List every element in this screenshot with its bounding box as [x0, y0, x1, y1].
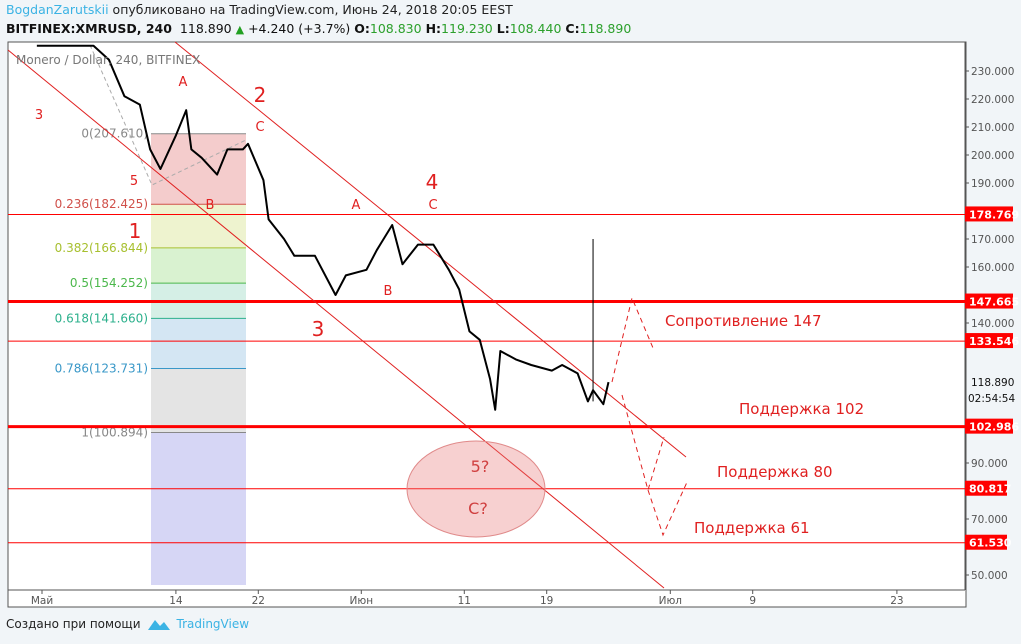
x-tick-label: 19	[540, 595, 553, 607]
last-price-axis-label: 118.890	[971, 377, 1014, 389]
symbol: BITFINEX:XMRUSD, 240	[6, 21, 172, 36]
high-label: H:	[425, 21, 442, 36]
level-price-tag	[965, 206, 1013, 222]
wave-label: B	[384, 284, 393, 299]
y-tick-label: 200.000	[971, 150, 1014, 162]
x-tick-label: 23	[890, 595, 903, 607]
low-value: 108.440	[509, 21, 562, 36]
level-price-tag	[965, 293, 1013, 309]
x-tick-label: 11	[458, 595, 471, 607]
fib-zone	[151, 368, 246, 433]
wave-label: 1	[129, 219, 142, 243]
fib-level-label: 1(100.894)	[81, 425, 148, 439]
tradingview-link[interactable]: TradingView	[176, 617, 250, 631]
level-annotation: Поддержка 61	[694, 519, 810, 537]
level-price-label: 102.986	[969, 421, 1019, 434]
fib-level-label: 0.5(154.252)	[70, 276, 148, 290]
y-tick-label: 170.000	[971, 234, 1014, 246]
created-with: Создано при помощи	[6, 617, 141, 631]
footer: Создано при помощи TradingView	[6, 616, 249, 632]
y-tick-label: 220.000	[971, 94, 1014, 106]
dashed-wave-lines	[89, 44, 247, 186]
wave-label: A	[179, 75, 188, 90]
fib-zone	[151, 247, 246, 284]
level-price-tag	[965, 480, 1007, 496]
wave-label: C	[255, 120, 264, 135]
price-series	[36, 44, 610, 411]
level-annotation: Поддержка 80	[717, 463, 833, 481]
trend-channel[interactable]	[7, 41, 687, 589]
level-price-label: 133.546	[969, 335, 1019, 348]
wave-label: C	[428, 198, 437, 213]
bar-countdown: 02:54:54	[968, 393, 1015, 405]
level-price-label: 147.665	[969, 296, 1019, 309]
wave-label: 5?	[471, 457, 490, 476]
published-text: опубликовано на TradingView.com, Июнь 24…	[112, 2, 513, 17]
fib-level-label: 0(207.610)	[81, 127, 148, 141]
y-tick-label: 90.000	[971, 458, 1008, 470]
projection-path	[611, 296, 689, 537]
y-tick-label: 230.000	[971, 66, 1014, 78]
fib-zone	[151, 133, 246, 205]
tradingview-logo-icon	[147, 620, 170, 630]
y-tick-label: 70.000	[971, 514, 1008, 526]
y-tick-label: 140.000	[971, 318, 1014, 330]
last-price: 118.890	[179, 21, 232, 36]
y-tick-label: 210.000	[971, 122, 1014, 134]
level-price-tag	[965, 333, 1013, 349]
x-tick-label: Июл	[659, 595, 682, 607]
high-value: 119.230	[441, 21, 493, 36]
publish-info: BogdanZarutskii опубликовано на TradingV…	[6, 2, 513, 17]
wave-label: 4	[426, 170, 439, 194]
low-label: L:	[496, 21, 510, 36]
fib-zone	[151, 432, 246, 585]
fib-zone	[151, 318, 246, 369]
wave-labels: 3 A 2 C 5 B 1 A 4 C B 3 5? C? Сопротивление 147 Поддерж…	[35, 75, 864, 537]
level-annotation: Сопротивление 147	[665, 312, 821, 330]
channel-upper-line[interactable]	[174, 41, 687, 458]
axes: 230.000220.000210.000200.000190.000170.0…	[31, 66, 1016, 607]
level-price-tag	[965, 534, 1007, 550]
fib-level-label: 0.618(141.660)	[55, 311, 148, 325]
wave-label: 5	[130, 174, 138, 189]
x-tick-label: Июн	[350, 595, 374, 607]
y-tick-label: 160.000	[971, 262, 1014, 274]
wave-label: C?	[468, 499, 488, 518]
author-link[interactable]: BogdanZarutskii	[6, 2, 109, 17]
target-ellipse[interactable]	[406, 440, 546, 538]
level-price-label: 61.530	[969, 537, 1012, 550]
fib-zone	[151, 204, 246, 248]
wave-label: 3	[35, 108, 43, 123]
symbol-info: BITFINEX:XMRUSD, 240 118.890 ▲ +4.240 (+…	[6, 21, 631, 36]
wave-label: B	[206, 198, 215, 213]
open-value: 108.830	[369, 21, 422, 36]
chart-title: Monero / Dollar, 240, BITFINEX	[16, 53, 200, 67]
y-tick-label: 50.000	[971, 570, 1008, 582]
fib-level-label: 0.786(123.731)	[55, 362, 148, 376]
change: +4.240 (+3.7%)	[248, 21, 351, 36]
y-tick-label: 190.000	[971, 178, 1014, 190]
fib-level-label: 0.382(166.844)	[55, 241, 148, 255]
level-annotation: Поддержка 102	[739, 400, 864, 418]
wave-label: 2	[254, 83, 267, 107]
x-tick-label: Май	[31, 595, 53, 607]
close-label: C:	[565, 21, 580, 36]
x-tick-label: 9	[749, 595, 756, 607]
channel-lower-line[interactable]	[7, 49, 665, 589]
up-arrow-icon: ▲	[235, 23, 245, 36]
wave-label: A	[352, 198, 361, 213]
level-price-label: 178.769	[969, 208, 1019, 221]
horizontal-levels: 178.769 147.665 133.546 102.986 80.817 61.530	[8, 206, 1019, 550]
x-tick-label: 22	[252, 595, 265, 607]
level-price-tag	[965, 418, 1013, 434]
fib-level-label: 0.236(182.425)	[55, 197, 148, 211]
level-price-label: 80.817	[969, 483, 1011, 496]
open-label: O:	[354, 21, 370, 36]
price-line	[36, 44, 610, 411]
close-value: 118.890	[579, 21, 632, 36]
wave-label: 3	[312, 317, 325, 341]
x-tick-label: 14	[169, 595, 183, 607]
